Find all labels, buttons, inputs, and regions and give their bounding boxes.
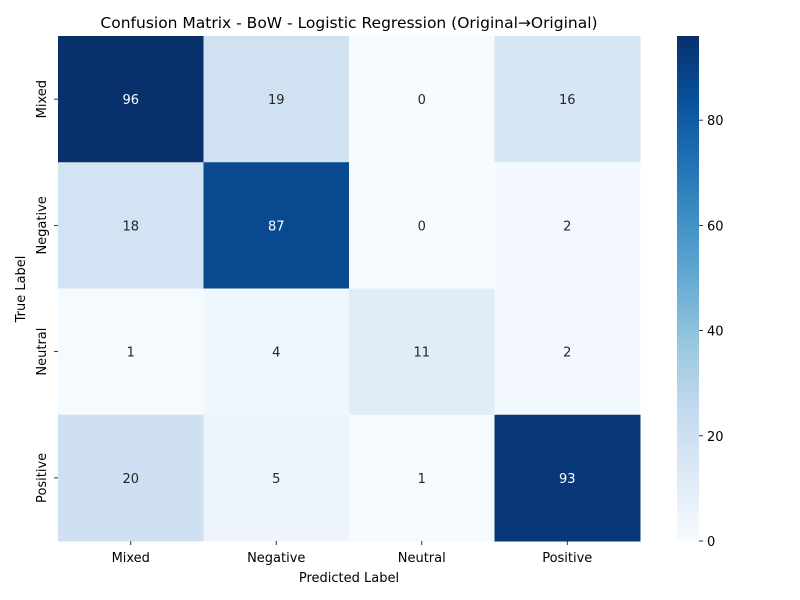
heatmap-cell [58,36,204,163]
heatmap-cell [349,162,495,289]
colorbar-tick-label: 60 [707,219,724,234]
cell-value-label: 1 [127,346,135,361]
cell-value-label: 11 [413,346,430,361]
cell-value-label: 2 [563,219,571,234]
cell-value-label: 2 [563,346,571,361]
heatmap-cell [349,288,495,416]
heatmap-cell [494,414,641,542]
y-tick-label: Positive [35,453,50,503]
cell-value-label: 96 [122,93,139,108]
x-axis-ticks: Mixed Negative Neutral Positive [112,541,592,566]
heatmap-cell [58,414,204,542]
cell-value-label: 4 [272,346,280,361]
heatmap-cell [349,36,495,163]
colorbar-tick-label: 0 [707,535,715,550]
y-tick-label: Negative [35,196,50,254]
cell-value-label: 1 [418,472,426,487]
cell-value-label: 19 [268,93,285,108]
cell-value-label: 87 [268,219,285,234]
heatmap-cell [58,162,204,289]
x-tick-label: Positive [542,551,592,566]
heatmap-cell [203,414,350,542]
heatmap-cell [203,162,350,289]
heatmap-cell [494,288,641,416]
colorbar-tick-label: 80 [707,114,724,129]
cell-value-label: 93 [559,472,576,487]
y-axis-label: True Label [14,256,29,324]
cell-value-label: 5 [272,472,280,487]
heatmap-cell [349,414,495,542]
y-tick-label: Neutral [35,328,50,376]
y-tick-label: Mixed [35,80,50,118]
cell-value-label: 20 [122,472,139,487]
heatmap-cell [203,288,350,416]
x-tick-label: Neutral [398,551,446,566]
colorbar-tick-label: 40 [707,325,724,340]
cell-value-label: 16 [559,93,576,108]
cell-value-label: 0 [418,93,426,108]
x-tick-label: Mixed [112,551,150,566]
heatmap-cell [494,162,641,289]
colorbar [677,36,699,541]
colorbar-tick-label: 20 [707,430,724,445]
chart-title: Confusion Matrix - BoW - Logistic Regres… [100,14,597,32]
x-tick-label: Negative [247,551,305,566]
colorbar-ticks: 0 20 40 60 80 [699,114,724,550]
cell-value-label: 0 [418,219,426,234]
heatmap-cell [203,36,350,163]
heatmap-cell [494,36,641,163]
heatmap-cell [58,288,204,416]
heatmap-cells: 96 19 0 16 18 87 0 2 1 4 11 2 20 5 1 93 [58,36,641,542]
y-axis-ticks: Mixed Negative Neutral Positive [35,80,58,503]
cell-value-label: 18 [122,219,139,234]
x-axis-label: Predicted Label [299,571,399,586]
